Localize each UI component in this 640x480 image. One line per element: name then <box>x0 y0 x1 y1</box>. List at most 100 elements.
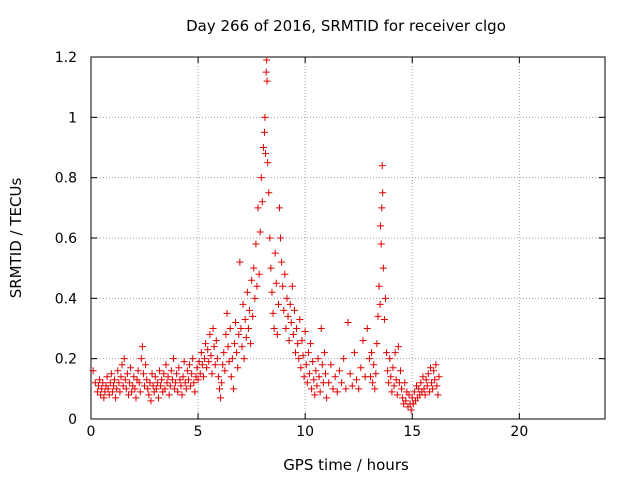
axis-ticks: 0 5 10 15 20 0 0.2 0.4 0.6 0.8 1 1.2 <box>55 50 605 440</box>
data-point <box>368 349 376 357</box>
data-point <box>124 391 132 399</box>
data-point <box>210 343 218 351</box>
data-point <box>372 370 380 378</box>
data-point <box>257 174 265 182</box>
data-point <box>234 364 242 372</box>
data-point <box>204 346 212 354</box>
data-point <box>186 361 194 369</box>
data-point <box>369 379 377 387</box>
data-point <box>201 355 209 363</box>
data-point <box>269 309 277 317</box>
data-point <box>405 391 413 399</box>
data-point <box>287 318 295 326</box>
data-point <box>126 379 134 387</box>
data-point <box>207 352 215 360</box>
data-point <box>296 315 304 323</box>
data-point <box>303 379 311 387</box>
data-point <box>148 370 156 378</box>
data-point <box>261 113 269 121</box>
data-point <box>153 379 161 387</box>
data-point <box>238 343 246 351</box>
data-point <box>213 355 221 363</box>
data-point <box>122 385 130 393</box>
data-point <box>270 325 278 332</box>
data-point <box>420 385 428 393</box>
data-point <box>355 385 363 393</box>
data-point <box>245 306 253 314</box>
data-point <box>271 249 279 257</box>
data-point <box>348 382 356 390</box>
data-point <box>379 189 387 197</box>
data-point <box>297 364 305 372</box>
data-point <box>284 312 292 320</box>
data-point <box>241 315 249 323</box>
data-point <box>244 325 252 332</box>
data-point <box>142 361 150 369</box>
data-point <box>370 361 378 369</box>
data-point <box>202 340 210 348</box>
data-point <box>390 382 398 390</box>
data-point <box>116 388 124 396</box>
data-point <box>158 376 166 384</box>
data-point <box>309 358 317 366</box>
data-point <box>377 240 385 248</box>
data-point <box>144 385 152 393</box>
x-tick-label: 15 <box>403 424 421 440</box>
data-point <box>151 373 159 381</box>
data-point <box>143 376 151 384</box>
data-point <box>184 376 192 384</box>
data-point <box>106 379 114 387</box>
data-point <box>236 258 244 266</box>
data-point <box>346 370 354 378</box>
data-point <box>206 331 214 339</box>
data-point <box>380 315 388 323</box>
data-point <box>282 325 290 332</box>
data-point <box>167 367 175 375</box>
data-point <box>377 222 385 230</box>
data-point <box>97 391 105 399</box>
data-point <box>171 385 179 393</box>
data-point <box>174 388 182 396</box>
data-point <box>432 361 440 369</box>
data-point <box>111 376 119 384</box>
x-tick-label: 5 <box>194 424 203 440</box>
data-point <box>139 370 147 378</box>
data-point <box>259 144 267 151</box>
data-point <box>132 394 140 402</box>
data-point <box>272 279 280 287</box>
data-point <box>396 367 404 375</box>
data-point <box>121 376 129 384</box>
data-point <box>209 325 217 332</box>
data-point <box>239 300 247 308</box>
data-point <box>344 318 352 326</box>
data-point <box>275 204 283 212</box>
data-point <box>214 373 222 381</box>
data-point <box>247 340 255 348</box>
data-point <box>107 370 115 378</box>
data-point <box>193 364 201 372</box>
data-point <box>253 282 261 290</box>
data-point <box>181 379 189 387</box>
data-point <box>391 349 399 357</box>
data-point <box>381 294 389 302</box>
data-point <box>421 391 429 399</box>
data-point <box>273 331 281 339</box>
data-point <box>327 361 335 369</box>
data-point <box>314 355 322 363</box>
data-point <box>137 355 145 363</box>
data-point <box>165 391 173 399</box>
data-point <box>262 68 270 76</box>
data-point <box>91 379 99 387</box>
data-point <box>386 355 394 363</box>
data-point <box>378 204 386 212</box>
data-point <box>260 128 268 136</box>
data-point <box>313 382 321 390</box>
data-point <box>211 361 219 369</box>
data-point <box>363 325 371 332</box>
data-point <box>435 373 443 381</box>
data-point <box>196 370 204 378</box>
data-point <box>423 382 431 390</box>
data-point <box>329 385 337 393</box>
data-point <box>242 334 250 342</box>
